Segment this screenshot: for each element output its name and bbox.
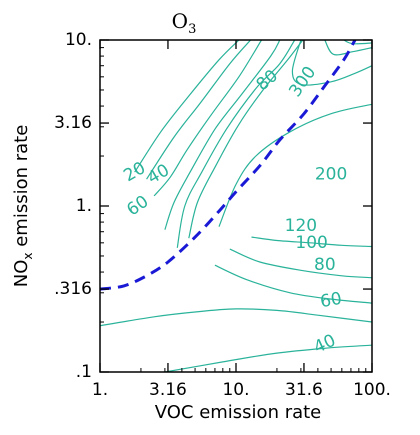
contour-line xyxy=(251,236,372,248)
x-tick-label: 100. xyxy=(353,380,391,400)
ridge-line xyxy=(100,40,357,291)
y-axis-title-subscript: x xyxy=(21,253,35,260)
contour-line-60 xyxy=(153,40,263,197)
contour-label-120: 120 xyxy=(285,216,317,236)
contour-line-300 xyxy=(291,40,372,86)
contour-line xyxy=(324,40,372,56)
x-tick-label: 1. xyxy=(92,380,108,400)
x-axis-title: VOC emission rate xyxy=(155,402,322,423)
y-tick-label: .316 xyxy=(54,279,92,299)
contour-label-200: 200 xyxy=(315,164,347,184)
contour-line-120 xyxy=(188,40,304,239)
contour-line-40 xyxy=(146,40,252,180)
contour-label-80: 80 xyxy=(253,66,282,95)
contour-label-300: 300 xyxy=(285,63,320,101)
y-axis-title-post: emission rate xyxy=(11,125,32,253)
contour-label-40: 40 xyxy=(311,331,339,358)
contour-label-60: 60 xyxy=(123,192,152,221)
contour-line-20 xyxy=(134,40,240,173)
chart-title-subscript: 3 xyxy=(188,22,196,37)
contour-line xyxy=(214,264,372,304)
contour-label-60: 60 xyxy=(319,289,344,312)
y-tick-label: .1 xyxy=(76,362,92,382)
chart-title: O3 xyxy=(172,9,197,37)
contour-line-80 xyxy=(164,40,281,230)
contour-lines xyxy=(100,40,372,372)
contour-line-100 xyxy=(176,40,296,248)
y-tick-label: 1. xyxy=(76,196,92,216)
contour-line xyxy=(229,248,372,279)
y-tick-label: 3.16 xyxy=(54,113,92,133)
contour-label-100: 100 xyxy=(295,233,327,253)
contour-line xyxy=(164,344,372,372)
y-tick-label: 10. xyxy=(65,30,92,50)
x-tick-label: 31.6 xyxy=(285,380,323,400)
chart-title-main: O xyxy=(172,9,188,33)
x-tick-label: 3.16 xyxy=(149,380,187,400)
contour-label-40: 40 xyxy=(144,160,173,188)
contour-label-80: 80 xyxy=(314,255,336,275)
y-axis-title-pre: NO xyxy=(11,260,32,288)
y-axis-title: NOx emission rate xyxy=(11,125,35,288)
x-tick-label: 10. xyxy=(222,380,249,400)
contour-line-200 xyxy=(218,103,372,227)
y-axis-ticks: .1 .316 1. 3.16 10. xyxy=(54,30,372,382)
x-axis-ticks: 1. 3.16 10. 31.6 100. xyxy=(92,40,391,400)
contour-line xyxy=(100,308,372,327)
